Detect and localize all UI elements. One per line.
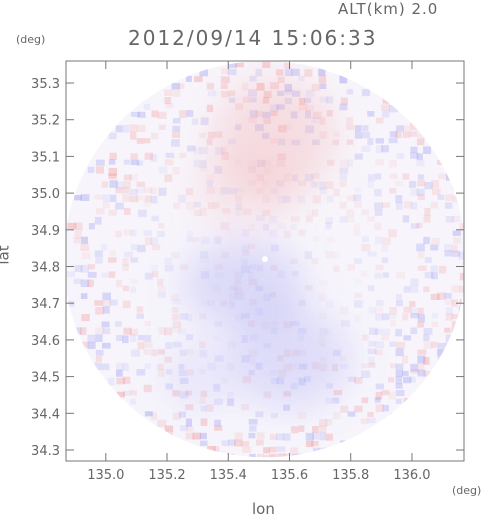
y-tick-label: 35.0 bbox=[31, 187, 60, 202]
region-north-center bbox=[188, 156, 299, 230]
x-tick-label: 135.0 bbox=[87, 468, 124, 483]
y-tick-label: 35.1 bbox=[31, 150, 60, 165]
x-tick-label: 135.4 bbox=[210, 468, 247, 483]
altitude-label: ALT(km) 2.0 bbox=[338, 0, 439, 18]
y-tick-label: 34.7 bbox=[31, 297, 60, 312]
radar-site-marker bbox=[262, 256, 268, 263]
y-tick-label: 35.2 bbox=[31, 114, 60, 129]
x-tick-label: 135.2 bbox=[148, 468, 185, 483]
y-tick-label: 35.3 bbox=[31, 77, 60, 92]
region-layer bbox=[160, 79, 351, 414]
y-tick-label: 34.4 bbox=[31, 407, 60, 422]
region-south bbox=[228, 306, 351, 410]
x-tick-label: 135.8 bbox=[332, 468, 369, 483]
y-tick-label: 34.8 bbox=[31, 261, 60, 276]
region-south-west bbox=[160, 339, 235, 414]
x-axis-unit: (deg) bbox=[452, 484, 482, 497]
y-tick-label: 34.5 bbox=[31, 371, 60, 386]
x-tick-label: 135.6 bbox=[271, 468, 308, 483]
y-axis-unit: (deg) bbox=[16, 33, 46, 46]
y-tick-label: 34.3 bbox=[31, 444, 60, 459]
y-tick-label: 34.6 bbox=[31, 334, 60, 349]
x-tick-label: 136.0 bbox=[393, 468, 430, 483]
plot-frame bbox=[65, 60, 465, 462]
y-tick-label: 34.9 bbox=[31, 224, 60, 239]
x-axis-label: lon bbox=[252, 500, 275, 518]
chart-title-timestamp: 2012/09/14 15:06:33 bbox=[128, 26, 378, 50]
region-center bbox=[182, 240, 305, 329]
